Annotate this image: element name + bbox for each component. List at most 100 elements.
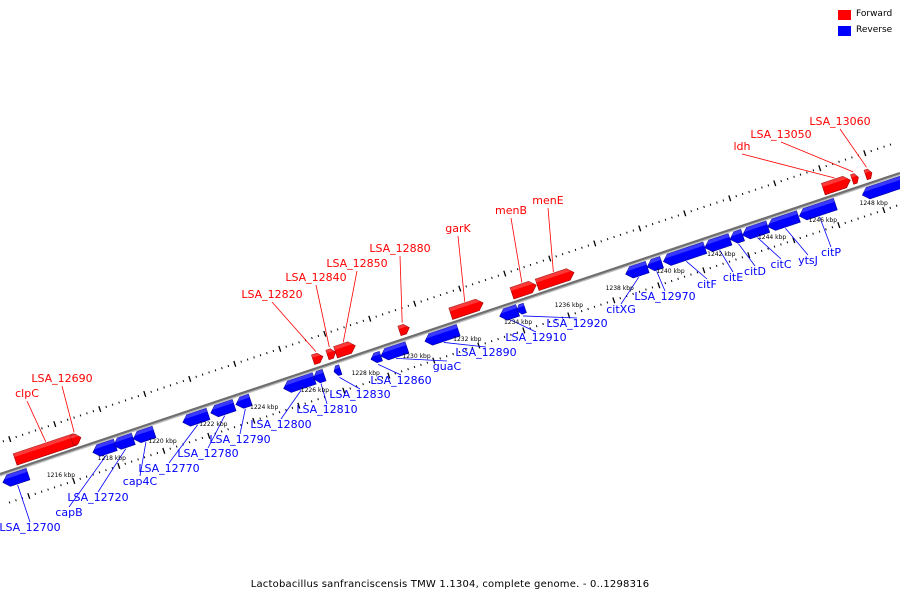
forward-strand-tick [227, 364, 230, 368]
gene-label-menb: menB [495, 204, 527, 217]
reverse-strand-tick [336, 391, 339, 394]
leader-line [339, 377, 361, 390]
forward-strand-tick [60, 420, 62, 424]
gene-arrow-lsa_12820 [311, 352, 324, 365]
gene-arrow-lsa_12720 [113, 432, 136, 450]
forward-strand-tick [632, 229, 635, 232]
gene-label-lsa_13060: LSA_13060 [809, 115, 870, 128]
reverse-strand-tick [72, 477, 76, 485]
reverse-strand-tick [600, 303, 602, 306]
forward-strand-tick [150, 390, 152, 393]
reverse-strand-tick [632, 292, 634, 296]
reverse-strand-tick [85, 475, 88, 478]
forward-strand-tick [446, 291, 448, 295]
forward-strand-tick [439, 293, 442, 297]
gene-highlight [501, 304, 517, 314]
forward-strand-tick [799, 173, 802, 176]
gene-highlight [769, 210, 798, 224]
forward-strand-tick [510, 270, 512, 273]
gene-body [333, 364, 343, 376]
gene-label-lsa_13050: LSA_13050 [750, 128, 811, 141]
reverse-strand-tick [8, 501, 11, 504]
leader-line [785, 227, 809, 256]
scale-label: 1230 kbp [402, 353, 430, 360]
forward-strand-tick [131, 397, 133, 400]
reverse-strand-tick [265, 415, 268, 418]
forward-strand-tick [709, 203, 712, 206]
reverse-strand-tick [233, 426, 236, 429]
gene-highlight [311, 353, 321, 358]
forward-strand-tick [221, 367, 223, 370]
forward-strand-tick [696, 207, 699, 211]
forward-strand-tick [214, 369, 217, 372]
reverse-strand-tick [767, 247, 769, 250]
gene-arrow-lsa_12850 [333, 341, 356, 359]
gene-arrow-lsa_12800 [283, 372, 317, 393]
gene-body [742, 220, 771, 240]
gene-arrow-ldh [821, 176, 851, 196]
reverse-strand-tick [291, 406, 294, 409]
forward-strand-tick [349, 324, 352, 327]
gene-label-lsa_12860: LSA_12860 [370, 374, 431, 387]
reverse-strand-tick [207, 432, 211, 439]
gene-body [182, 407, 211, 427]
gene-body [663, 241, 708, 266]
gene-body [704, 233, 733, 252]
forward-strand-tick [413, 300, 417, 307]
gene-body [821, 176, 851, 196]
leader-line [271, 301, 317, 352]
forward-strand-tick [15, 435, 17, 439]
forward-strand-tick [343, 326, 345, 329]
gene-arrow-citc [742, 220, 771, 240]
leader-line [342, 270, 358, 343]
reverse-strand-tick [587, 307, 589, 311]
reverse-strand-tick [792, 237, 796, 244]
gene-label-cap4c: cap4C [123, 475, 158, 488]
gene-highlight [285, 372, 314, 386]
reverse-strand-tick [240, 423, 242, 427]
forward-strand-tick [426, 298, 429, 301]
gene-body [863, 168, 873, 181]
gene-arrow-lsa_12970 [646, 256, 664, 272]
gene-highlight [510, 281, 534, 292]
reverse-strand-tick [715, 264, 718, 268]
scale-label: 1232 kbp [453, 336, 481, 343]
gene-highlight [372, 351, 381, 357]
reverse-strand-tick [400, 370, 403, 373]
forward-strand-tick [394, 308, 397, 312]
reverse-strand-tick [516, 331, 519, 334]
reverse-strand-tick [850, 219, 853, 222]
reverse-strand-tick [394, 372, 397, 375]
reverse-strand-tick [452, 352, 454, 356]
gene-label-citd: citD [744, 265, 766, 278]
forward-strand-tick [53, 420, 57, 428]
reverse-strand-tick [471, 346, 474, 349]
gene-highlight [212, 399, 234, 410]
forward-strand-tick [266, 351, 268, 355]
forward-strand-tick [523, 265, 525, 269]
gene-arrow-menb [509, 281, 537, 300]
forward-strand-tick [169, 384, 172, 387]
forward-strand-tick [516, 268, 519, 271]
gene-label-lsa_12830: LSA_12830 [329, 388, 390, 401]
forward-strand-tick [111, 403, 114, 406]
reverse-strand-tick [259, 417, 262, 420]
strand-ticks [2, 143, 898, 504]
forward-strand-tick [478, 281, 480, 284]
reverse-strand-tick [645, 288, 647, 291]
gene-label-mene: menE [532, 194, 563, 207]
gene-label-gark: garK [445, 222, 471, 235]
gene-body [861, 169, 900, 200]
forward-strand-tick [851, 156, 853, 159]
forward-strand-tick [201, 373, 204, 376]
forward-strand-tick [246, 358, 249, 361]
forward-strand-tick [638, 225, 642, 232]
reverse-strand-tick [220, 430, 223, 433]
scale-label: 1226 kbp [301, 387, 329, 394]
gene-highlight [115, 433, 133, 443]
reverse-strand-tick [484, 342, 487, 345]
gene-label-ldh: ldh [733, 140, 750, 153]
forward-strand-tick [786, 177, 789, 181]
gene-label-ytsj: ytsJ [798, 254, 818, 267]
forward-strand-tick [561, 253, 564, 256]
